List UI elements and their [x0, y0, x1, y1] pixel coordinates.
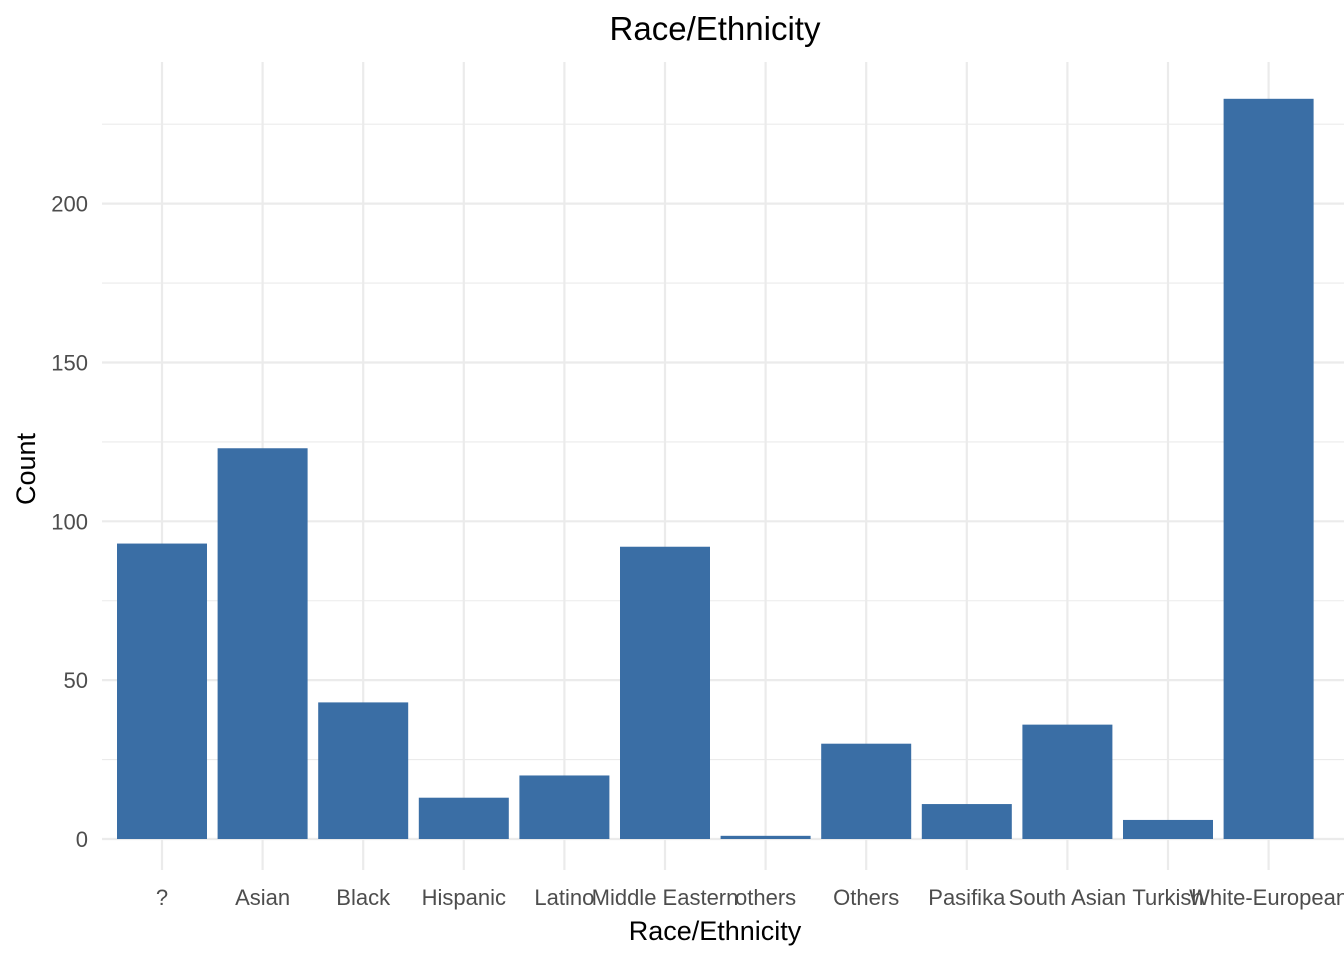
- y-tick-label: 200: [51, 192, 88, 217]
- y-axis-title: Count: [11, 432, 41, 505]
- x-tick-label: Turkish: [1132, 885, 1203, 910]
- x-tick-label: Hispanic: [422, 885, 506, 910]
- y-axis-ticks: 0 50 100 150 200: [51, 192, 88, 852]
- y-tick-label: 50: [64, 668, 88, 693]
- chart-title: Race/Ethnicity: [610, 10, 821, 47]
- bar-5: [620, 546, 710, 839]
- bar-3: [418, 797, 509, 839]
- bar-10: [1123, 819, 1213, 839]
- y-tick-label: 0: [76, 827, 88, 852]
- bar-2: [318, 702, 409, 839]
- y-tick-label: 100: [51, 509, 88, 534]
- x-tick-label: Middle Eastern: [592, 885, 739, 910]
- bar-9: [1022, 724, 1113, 839]
- x-tick-label: ?: [156, 885, 168, 910]
- x-axis-title: Race/Ethnicity: [629, 916, 802, 946]
- bar-8: [921, 804, 1012, 839]
- bar-1: [217, 448, 308, 839]
- x-tick-label: Asian: [235, 885, 290, 910]
- x-tick-label: Others: [833, 885, 899, 910]
- bar-7: [821, 743, 912, 839]
- bar-4: [519, 775, 610, 839]
- x-tick-label: White-European: [1189, 885, 1344, 910]
- x-tick-label: Latino: [534, 885, 594, 910]
- bar-11: [1223, 98, 1314, 839]
- bar-6: [720, 835, 811, 839]
- x-tick-label: South Asian: [1009, 885, 1126, 910]
- bars: [117, 98, 1314, 839]
- x-tick-label: Pasifika: [928, 885, 1006, 910]
- bar-0: [117, 543, 207, 839]
- y-tick-label: 150: [51, 350, 88, 375]
- x-tick-label: Black: [336, 885, 391, 910]
- x-tick-label: others: [735, 885, 796, 910]
